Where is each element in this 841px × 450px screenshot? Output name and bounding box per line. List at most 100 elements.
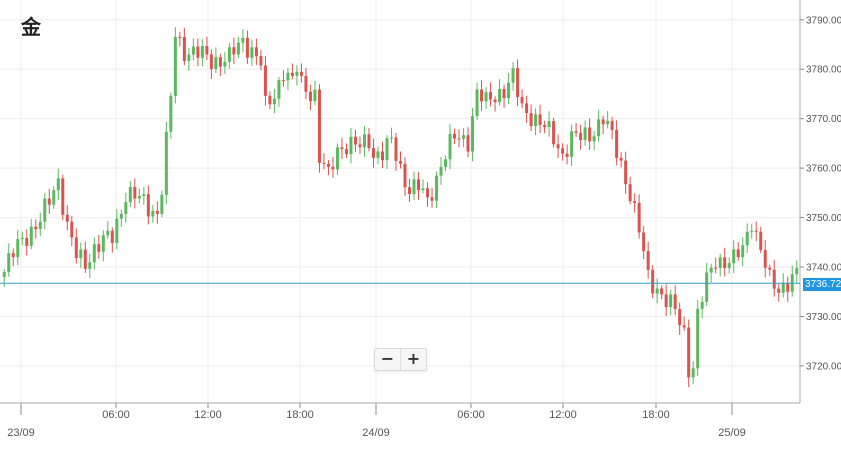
candle-body bbox=[651, 269, 655, 294]
candle-body bbox=[151, 210, 155, 217]
candle-body bbox=[196, 46, 200, 58]
candle-body bbox=[74, 237, 78, 259]
candle-body bbox=[556, 144, 560, 149]
candle-body bbox=[344, 149, 348, 155]
candle-body bbox=[660, 288, 664, 295]
y-tick-label: 3760.00 bbox=[806, 164, 841, 175]
candle-body bbox=[583, 127, 587, 141]
candle-body bbox=[47, 198, 51, 205]
candle-body bbox=[394, 137, 398, 161]
candle-body bbox=[592, 136, 596, 142]
candle-body bbox=[768, 267, 772, 270]
candle-body bbox=[507, 82, 511, 99]
candle-body bbox=[736, 249, 740, 258]
candle-body bbox=[155, 210, 159, 214]
candle-body bbox=[124, 202, 128, 214]
candle-body bbox=[367, 134, 371, 149]
candle-body bbox=[245, 37, 249, 58]
candle-body bbox=[61, 178, 65, 215]
candle-body bbox=[232, 47, 236, 55]
candle-body bbox=[142, 194, 146, 196]
candle-body bbox=[29, 226, 33, 246]
candle-body bbox=[146, 194, 150, 217]
candle-body bbox=[511, 68, 515, 83]
candle-body bbox=[484, 92, 488, 102]
candle-body bbox=[633, 201, 637, 203]
zoom-out-button[interactable]: − bbox=[380, 349, 395, 368]
zoom-in-button[interactable]: + bbox=[400, 349, 426, 370]
candle-body bbox=[525, 103, 529, 114]
candle-body bbox=[628, 184, 632, 202]
candle-body bbox=[493, 99, 497, 103]
candle-body bbox=[209, 54, 213, 69]
candle-body bbox=[516, 68, 520, 98]
candle-body bbox=[561, 148, 565, 154]
candle-body bbox=[11, 253, 15, 258]
candle-body bbox=[38, 221, 42, 230]
candle-body bbox=[466, 135, 470, 152]
candle-body bbox=[502, 89, 506, 99]
x-tick-label: 24/09 bbox=[362, 427, 390, 439]
candle-body bbox=[16, 239, 20, 258]
candle-body bbox=[191, 46, 195, 55]
candle-body bbox=[83, 249, 87, 269]
candle-body bbox=[133, 187, 137, 199]
candle-body bbox=[110, 230, 114, 243]
candle-body bbox=[462, 135, 466, 139]
candle-body bbox=[2, 271, 6, 277]
candle-body bbox=[534, 114, 538, 127]
candle-body bbox=[25, 237, 29, 246]
candle-body bbox=[669, 294, 673, 308]
candle-body bbox=[70, 221, 74, 238]
candle-body bbox=[101, 235, 105, 252]
candle-body bbox=[331, 166, 335, 170]
candle-body bbox=[754, 230, 758, 232]
candle-body bbox=[597, 119, 601, 137]
candle-body bbox=[65, 214, 69, 222]
candle-body bbox=[471, 116, 475, 152]
candle-body bbox=[97, 244, 101, 252]
candle-body bbox=[579, 132, 583, 141]
candle-body bbox=[453, 133, 457, 139]
candle-body bbox=[588, 127, 592, 142]
candle-body bbox=[457, 138, 461, 140]
candle-body bbox=[385, 138, 389, 161]
candle-body bbox=[691, 368, 695, 378]
candle-body bbox=[795, 268, 799, 275]
candle-body bbox=[250, 47, 254, 58]
candle-body bbox=[317, 89, 321, 163]
candle-body bbox=[786, 282, 790, 292]
candle-body bbox=[448, 133, 452, 160]
candle-body bbox=[349, 136, 353, 155]
candle-body bbox=[417, 179, 421, 191]
candle-body bbox=[34, 226, 38, 230]
candle-body bbox=[498, 89, 502, 103]
candle-body bbox=[178, 36, 182, 38]
candle-body bbox=[430, 197, 434, 201]
candle-body bbox=[88, 262, 92, 269]
candle-body bbox=[119, 213, 123, 219]
y-tick-label: 3790.00 bbox=[806, 15, 841, 26]
x-tick-label: 18:00 bbox=[286, 409, 314, 421]
candle-body bbox=[552, 121, 556, 145]
candle-body bbox=[223, 61, 227, 67]
candle-body bbox=[714, 267, 718, 269]
chart-title: 金 bbox=[21, 15, 41, 39]
candle-body bbox=[682, 325, 686, 328]
candle-body bbox=[295, 71, 299, 76]
candle-body bbox=[718, 257, 722, 268]
candle-body bbox=[52, 190, 56, 205]
candle-body bbox=[200, 45, 204, 58]
candle-body bbox=[205, 45, 209, 55]
candle-body bbox=[412, 179, 416, 195]
candle-body bbox=[489, 92, 493, 100]
candle-body bbox=[408, 187, 412, 195]
candle-body bbox=[601, 119, 605, 125]
candle-body bbox=[435, 175, 439, 201]
candle-body bbox=[727, 263, 731, 269]
candle-body bbox=[570, 131, 574, 157]
candle-body bbox=[529, 113, 533, 127]
zoom-controls: − + bbox=[374, 348, 427, 371]
x-tick-label: 25/09 bbox=[718, 427, 746, 439]
